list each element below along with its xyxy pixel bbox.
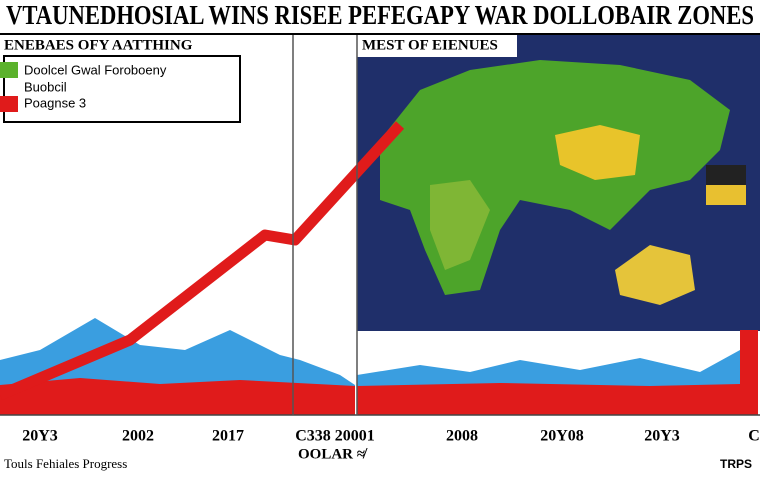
footer-left: Touls Fehiales Progress [4, 456, 127, 471]
x-label: 2008 [446, 428, 478, 445]
trend-line [0, 121, 405, 401]
red-area [357, 383, 740, 415]
x-label: 2017 [212, 428, 244, 445]
map-region [555, 125, 640, 180]
footer-middle: OOLAR ≉ [298, 446, 368, 462]
legend-entry: Poagnse 3 [24, 95, 86, 110]
map-region [615, 245, 695, 305]
x-labels: 20Y3 2002 2017 C338 20001 2008 20Y08 20Y3 C [22, 428, 760, 445]
legend-swatch [0, 96, 18, 112]
x-label: 2002 [122, 428, 154, 445]
x-label: C [748, 428, 760, 445]
legend-swatch [0, 62, 18, 78]
map-label-box [357, 35, 517, 57]
legend-entry: Doolcel Gwal Foroboeny [24, 62, 167, 77]
x-label: 20Y08 [540, 428, 584, 445]
x-label: 20Y3 [644, 428, 680, 445]
title: VTAUNEDHOSIAL WINS RISEE PEFEGAPY WAR DO… [6, 0, 754, 30]
legend-entry: Buobcil [24, 79, 67, 94]
red-area [0, 378, 355, 415]
legend-box [3, 55, 241, 123]
map-label: MEST OF EIENUES [362, 37, 498, 53]
map-region [430, 180, 490, 270]
red-bar [740, 330, 758, 415]
footer-right: TRPS [720, 457, 752, 471]
panel-label: ENEBAES OFY AATTHING [4, 37, 193, 53]
x-label: 20Y3 [22, 428, 58, 445]
flag [706, 185, 746, 205]
x-label: C338 20001 [295, 428, 375, 445]
